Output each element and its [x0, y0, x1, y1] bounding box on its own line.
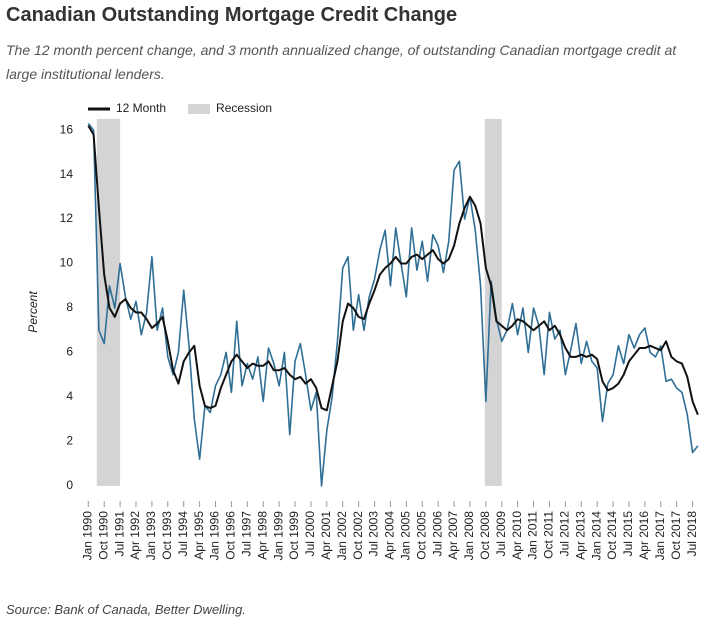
- x-tick-label: Jan 2008: [462, 511, 476, 561]
- x-tick-label: Jul 1997: [239, 511, 253, 557]
- x-tick-label: Jul 2018: [685, 511, 699, 557]
- x-tick-label: Apr 1998: [255, 511, 269, 560]
- x-tick-label: Oct 2017: [669, 511, 683, 560]
- x-tick-label: Oct 1993: [160, 511, 174, 560]
- x-tick-label: Jan 2017: [653, 511, 667, 561]
- series-line: [87, 122, 699, 487]
- legend-label: Recession: [216, 101, 272, 115]
- x-tick-label: Jan 1999: [271, 511, 285, 561]
- x-tick-label: Jul 2000: [303, 511, 317, 557]
- x-tick-label: Oct 1990: [96, 511, 110, 560]
- legend-label: 12 Month: [116, 101, 166, 115]
- legend-swatch: [188, 104, 211, 114]
- x-tick-label: Jul 2012: [558, 511, 572, 557]
- x-tick-label: Jul 1991: [112, 511, 126, 557]
- y-tick-label: 4: [66, 389, 73, 403]
- x-tick-label: Oct 1996: [224, 511, 238, 560]
- y-axis-label: Percent: [26, 291, 40, 333]
- x-tick-label: Apr 2004: [383, 511, 397, 560]
- x-tick-label: Apr 2007: [446, 511, 460, 560]
- x-tick-label: Apr 2013: [573, 511, 587, 560]
- y-tick-label: 16: [60, 122, 74, 136]
- y-tick-label: 6: [66, 345, 73, 359]
- x-tick-label: Apr 2001: [319, 511, 333, 560]
- x-tick-label: Jan 2005: [399, 511, 413, 561]
- y-tick-label: 0: [66, 478, 73, 492]
- x-tick-label: Oct 2011: [542, 511, 556, 559]
- y-tick-label: 2: [66, 434, 73, 448]
- x-tick-label: Oct 2014: [605, 511, 619, 560]
- y-tick-label: 10: [60, 256, 74, 270]
- x-tick-label: Jan 2011: [526, 511, 540, 560]
- x-tick-label: Jan 1996: [208, 511, 222, 561]
- x-tick-label: Jan 1993: [144, 511, 158, 561]
- y-tick-label: 8: [66, 300, 73, 314]
- x-tick-label: Oct 2005: [414, 511, 428, 560]
- x-tick-label: Jul 2006: [430, 511, 444, 557]
- x-tick-label: Jul 2015: [621, 511, 635, 557]
- x-tick-label: Oct 2002: [351, 511, 365, 560]
- x-tick-label: Oct 2008: [478, 511, 492, 560]
- y-tick-label: 14: [60, 167, 74, 181]
- series-line: [87, 125, 699, 416]
- y-tick-label: 12: [60, 211, 74, 225]
- chart-subtitle: The 12 month percent change, and 3 month…: [6, 42, 677, 82]
- x-tick-label: Jul 2009: [494, 511, 508, 557]
- x-tick-label: Apr 2010: [510, 511, 524, 560]
- x-tick-label: Apr 1992: [128, 511, 142, 560]
- x-tick-label: Apr 2016: [637, 511, 651, 560]
- x-tick-label: Jan 1990: [80, 511, 94, 561]
- x-tick-label: Jan 2014: [589, 511, 603, 561]
- x-tick-label: Apr 1995: [192, 511, 206, 560]
- x-tick-label: Jul 2003: [367, 511, 381, 557]
- x-tick-label: Jan 2002: [335, 511, 349, 561]
- x-tick-label: Oct 1999: [287, 511, 301, 560]
- source: Source: Bank of Canada, Better Dwelling.: [6, 602, 246, 617]
- x-tick-label: Jul 1994: [176, 511, 190, 557]
- chart-title: Canadian Outstanding Mortgage Credit Cha…: [6, 4, 458, 26]
